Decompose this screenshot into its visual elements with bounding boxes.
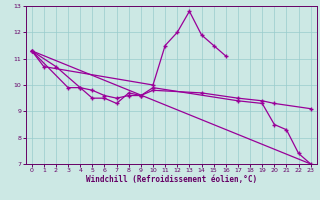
X-axis label: Windchill (Refroidissement éolien,°C): Windchill (Refroidissement éolien,°C) bbox=[86, 175, 257, 184]
